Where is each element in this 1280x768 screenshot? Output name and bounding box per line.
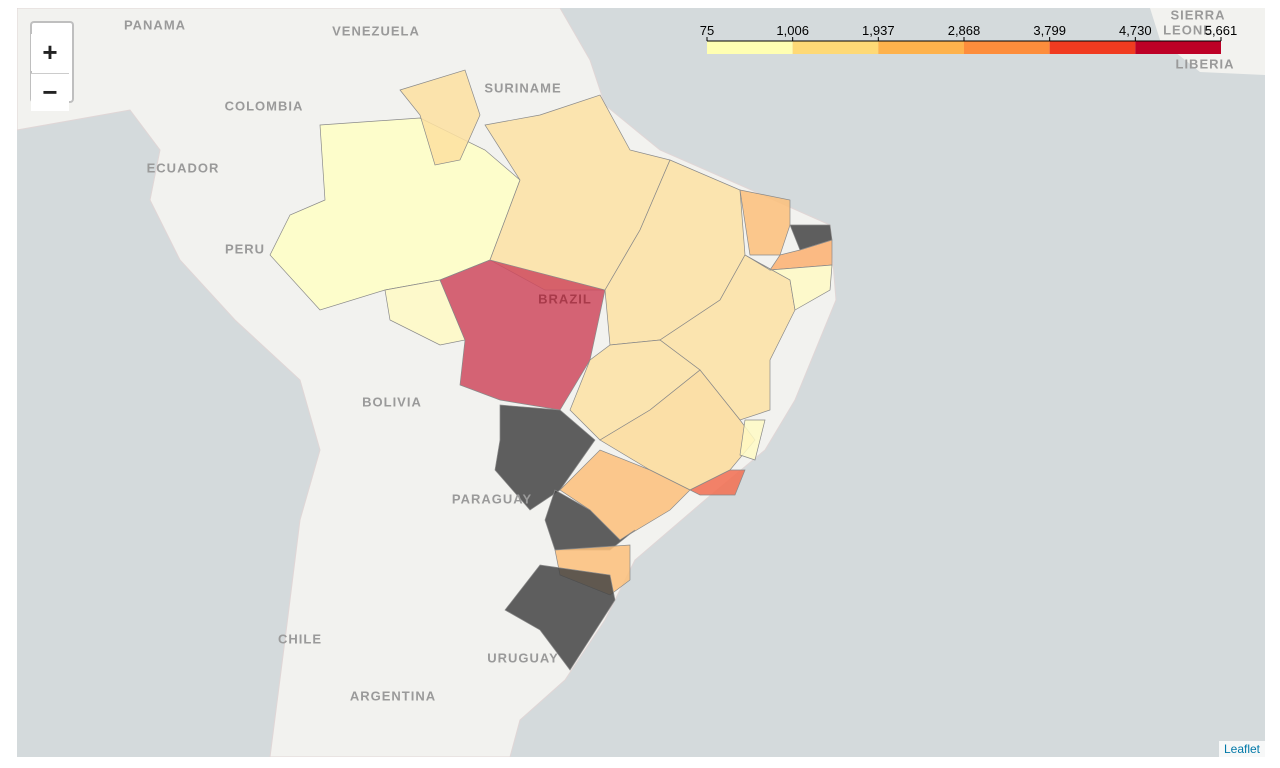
place-label: LEONE [1163, 22, 1213, 37]
state [744, 254, 833, 311]
state [544, 489, 636, 551]
legend-tick-label: 2,868 [948, 23, 981, 38]
legend-tick-label: 4,730 [1119, 23, 1152, 38]
place-label: ECUADOR [147, 160, 220, 175]
legend-tick-label: 1,937 [862, 23, 895, 38]
legend-swatch [1049, 41, 1136, 54]
state [504, 564, 616, 671]
place-label: VENEZUELA [332, 23, 420, 38]
place-label: COLOMBIA [225, 98, 304, 113]
legend-swatch [1135, 41, 1221, 54]
state [494, 404, 596, 511]
legend-tick-label: 3,799 [1033, 23, 1066, 38]
place-label: PERU [225, 241, 265, 256]
legend-swatch [707, 41, 793, 54]
legend-tick-label: 1,006 [776, 23, 809, 38]
state [739, 419, 766, 461]
place-label: SIERRA [1170, 8, 1225, 22]
state [739, 189, 791, 256]
map-svg: PANAMA VENEZUELA SURINAME COLOMBIA ECUAD… [17, 8, 1265, 757]
legend-swatch [792, 41, 879, 54]
place-label: BRAZIL [538, 291, 592, 306]
legend: 75 1,006 1,937 2,868 3,799 4,730 5,661 [700, 23, 1238, 54]
states [269, 69, 833, 671]
place-label: PANAMA [124, 17, 186, 32]
state [399, 69, 481, 166]
zoom-in-button[interactable]: + [31, 34, 69, 71]
place-label: LIBERIA [1176, 56, 1235, 71]
place-label: ARGENTINA [350, 688, 436, 703]
state [689, 469, 746, 496]
state [769, 239, 833, 271]
place-label: SURINAME [484, 80, 561, 95]
place-label: PARAGUAY [452, 491, 532, 506]
state [384, 279, 466, 346]
map: PANAMA VENEZUELA SURINAME COLOMBIA ECUAD… [17, 8, 1265, 757]
legend-tick-label: 75 [700, 23, 714, 38]
legend-swatch [878, 41, 964, 54]
place-label: BOLIVIA [362, 394, 422, 409]
zoom-out-button[interactable]: − [31, 73, 69, 111]
legend-swatch [964, 41, 1050, 54]
place-label: CHILE [278, 631, 322, 646]
attribution-link[interactable]: Leaflet [1218, 741, 1265, 757]
legend-tick-label: 5,661 [1205, 23, 1238, 38]
place-label: URUGUAY [487, 650, 559, 665]
